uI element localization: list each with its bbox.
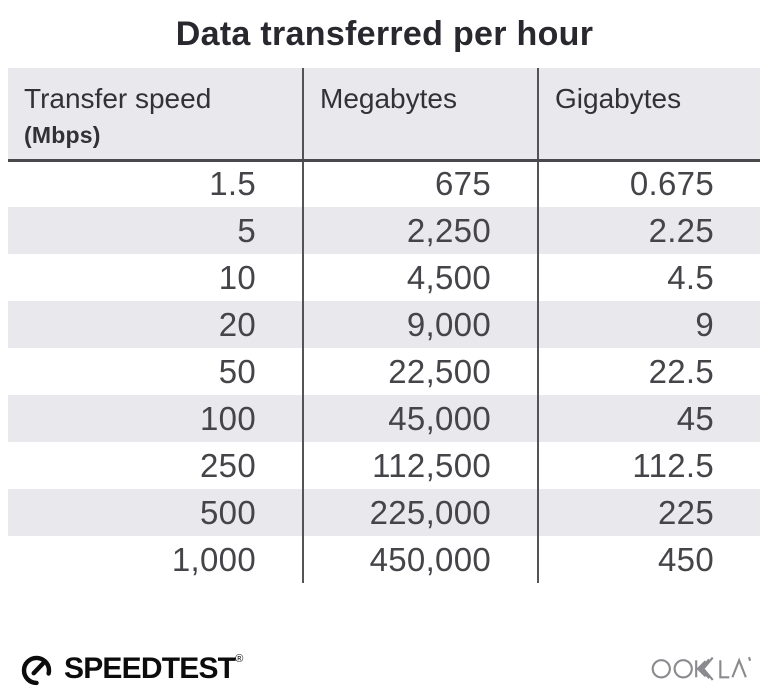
table-row: 5 2,250 2.25 [8, 207, 760, 254]
table-row: 1,000 450,000 450 [8, 536, 760, 583]
cell-gigabytes: 0.675 [537, 160, 760, 207]
cell-gigabytes: 45 [537, 395, 760, 442]
cell-gigabytes: 450 [537, 536, 760, 583]
speedtest-wordmark: SPEEDTEST® [64, 654, 243, 684]
speedtest-logo: SPEEDTEST® [18, 651, 243, 688]
header-cell-transfer-speed: Transfer speed (Mbps) [8, 68, 303, 162]
ookla-logo [651, 650, 753, 689]
table-row: 10 4,500 4.5 [8, 254, 760, 301]
footer: SPEEDTEST® [18, 648, 753, 690]
speedtest-gauge-icon [18, 651, 55, 688]
cell-megabytes: 450,000 [302, 536, 538, 583]
cell-gigabytes: 112.5 [537, 442, 760, 489]
cell-megabytes: 2,250 [302, 207, 538, 254]
table-row: 500 225,000 225 [8, 489, 760, 536]
table-row: 20 9,000 9 [8, 301, 760, 348]
cell-mbps: 10 [218, 258, 256, 296]
cell-megabytes: 675 [302, 160, 538, 207]
table-row: 50 22,500 22.5 [8, 348, 760, 395]
table-header-row: Transfer speed (Mbps) Megabytes Gigabyte… [8, 68, 760, 162]
header-cell-gigabytes: Gigabytes [537, 68, 760, 162]
table-row: 1.5 675 0.675 [8, 160, 760, 207]
cell-gigabytes: 2.25 [537, 207, 760, 254]
cell-megabytes: 4,500 [302, 254, 538, 301]
data-table: Transfer speed (Mbps) Megabytes Gigabyte… [8, 68, 760, 583]
cell-megabytes: 9,000 [302, 301, 538, 348]
cell-mbps: 1.5 [209, 165, 256, 203]
cell-mbps: 250 [200, 446, 256, 484]
cell-mbps: 5 [8, 207, 303, 254]
cell-megabytes: 22,500 [302, 348, 538, 395]
cell-mbps: 100 [8, 395, 303, 442]
table-row: 250 112,500 112.5 [8, 442, 760, 489]
table-row: 100 45,000 45 [8, 395, 760, 442]
cell-gigabytes: 9 [537, 301, 760, 348]
registered-trademark-symbol: ® [235, 653, 244, 665]
cell-megabytes: 112,500 [302, 442, 538, 489]
cell-gigabytes: 22.5 [537, 348, 760, 395]
cell-megabytes: 225,000 [302, 489, 538, 536]
cell-gigabytes: 225 [537, 489, 760, 536]
header-cell-megabytes: Megabytes [302, 68, 538, 162]
cell-megabytes: 45,000 [302, 395, 538, 442]
header-label-transfer-speed: Transfer speed [24, 83, 212, 114]
cell-mbps: 1,000 [171, 540, 256, 578]
cell-mbps: 20 [8, 301, 303, 348]
speedtest-label: SPEEDTEST [64, 652, 236, 685]
header-sublabel-mbps: (Mbps) [24, 122, 101, 148]
cell-mbps: 50 [218, 352, 256, 390]
cell-mbps: 500 [8, 489, 303, 536]
cell-gigabytes: 4.5 [537, 254, 760, 301]
page-title: Data transferred per hour [175, 15, 594, 53]
